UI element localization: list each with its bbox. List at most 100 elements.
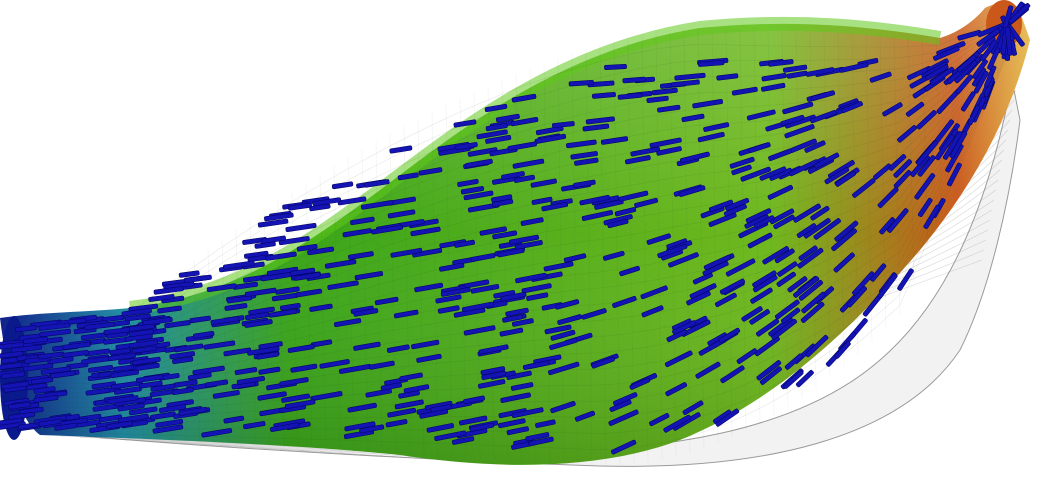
fiber-glyph (846, 286, 867, 308)
fiber-glyph (478, 379, 506, 389)
fiber-glyph (723, 203, 747, 217)
fiber-glyph (62, 349, 89, 358)
fiber-glyph (831, 228, 857, 252)
fiber-glyph (81, 356, 109, 365)
body-mesh-line (879, 35, 887, 330)
fiber-glyph (113, 386, 142, 395)
fiber-glyph (917, 155, 936, 177)
fiber-glyph (692, 99, 724, 109)
fiber-glyph (574, 157, 599, 166)
fiber-glyph (223, 415, 245, 424)
fiber-glyph (720, 365, 745, 384)
fiber-glyph (535, 419, 556, 428)
body-mesh-line (375, 141, 383, 454)
body-mesh-line (459, 98, 467, 459)
fiber-glyph (708, 212, 737, 227)
fiber-glyph (394, 399, 424, 410)
fiber-glyph (630, 146, 661, 157)
fiber-glyph (451, 436, 475, 445)
fiber-glyph (718, 327, 741, 343)
fiber-glyph (731, 164, 752, 176)
fiber-glyph (833, 252, 855, 273)
fiber-glyph (672, 320, 697, 335)
fiber-glyph (380, 382, 402, 391)
fiber-glyph (509, 234, 539, 245)
fiber-glyph (887, 208, 909, 233)
fiber-glyph (801, 291, 826, 314)
fiber-glyph (364, 179, 390, 188)
fiber-glyph (646, 233, 671, 245)
fiber-glyph (124, 313, 151, 322)
fiber-glyph (290, 267, 316, 277)
body-mesh-line (739, 29, 747, 431)
fiber-glyph (748, 142, 771, 153)
fiber-glyph (478, 344, 509, 355)
fiber-glyph (389, 145, 413, 154)
fiber-glyph (530, 178, 557, 188)
fiber-glyph (128, 406, 158, 416)
body-mesh-line (865, 34, 873, 343)
body-mesh-line (641, 35, 649, 463)
fiber-glyph (459, 415, 488, 426)
fiber-glyph (223, 347, 252, 357)
fiber-glyph (411, 339, 440, 350)
fiber-glyph (264, 212, 294, 222)
fiber-glyph (528, 436, 554, 447)
fiber-glyph (511, 93, 537, 103)
fiber-glyph (312, 197, 342, 207)
fiber-glyph (548, 361, 580, 376)
fiber-glyph (916, 110, 937, 130)
fiber-glyph (178, 270, 200, 278)
fiber-glyph (0, 362, 23, 370)
fiber-glyph (531, 196, 553, 205)
fiber-glyph (678, 185, 706, 197)
fiber-glyph (183, 274, 212, 284)
fiber-glyph (152, 424, 184, 434)
fiber-glyph (852, 178, 876, 198)
fiber-glyph (155, 418, 184, 428)
fiber-glyph (554, 299, 580, 310)
fiber-glyph (172, 356, 194, 365)
fiber-glyph (967, 104, 981, 126)
fiber-glyph (762, 246, 790, 265)
fiber-glyph (505, 307, 529, 317)
fiber-glyph (955, 74, 973, 95)
fiber-glyph (178, 406, 208, 416)
body-mesh-line (389, 133, 397, 455)
body-mesh-line (529, 68, 537, 463)
fiber-glyph (949, 131, 968, 159)
fiber-glyph (624, 155, 651, 165)
fiber-glyph (284, 399, 316, 409)
fiber-glyph (507, 141, 537, 151)
fiber-glyph (393, 309, 419, 319)
fiber-glyph (697, 132, 725, 143)
fiber-glyph (360, 200, 394, 210)
fiber-glyph (522, 360, 550, 370)
fiber-glyph (506, 426, 529, 436)
fiber-glyph (893, 159, 912, 178)
fiber-glyph (695, 361, 721, 379)
fiber-glyph (109, 347, 132, 356)
fiber-glyph (550, 329, 576, 341)
fiber-glyph (479, 226, 507, 236)
fiber-glyph (702, 260, 729, 276)
body-mesh-line (0, 15, 1021, 356)
fiber-glyph (657, 243, 688, 259)
fiber-glyph (925, 64, 949, 81)
fiber-glyph (226, 295, 253, 304)
body-mesh-line (403, 126, 411, 456)
fiber-glyph (0, 417, 23, 426)
fiber-glyph (135, 374, 164, 383)
fiber-glyph (15, 325, 37, 333)
fiber-glyph (8, 411, 35, 420)
fiber-glyph (265, 251, 297, 261)
fiber-glyph (777, 261, 798, 277)
fiber-glyph (549, 337, 578, 350)
fiber-glyph (105, 420, 133, 430)
fiber-glyph (514, 240, 543, 250)
fiber-glyph (768, 148, 792, 161)
fiber-glyph (600, 136, 629, 145)
fiber-glyph (426, 423, 454, 433)
body-mesh-line (347, 157, 355, 453)
fiber-glyph (754, 215, 775, 229)
